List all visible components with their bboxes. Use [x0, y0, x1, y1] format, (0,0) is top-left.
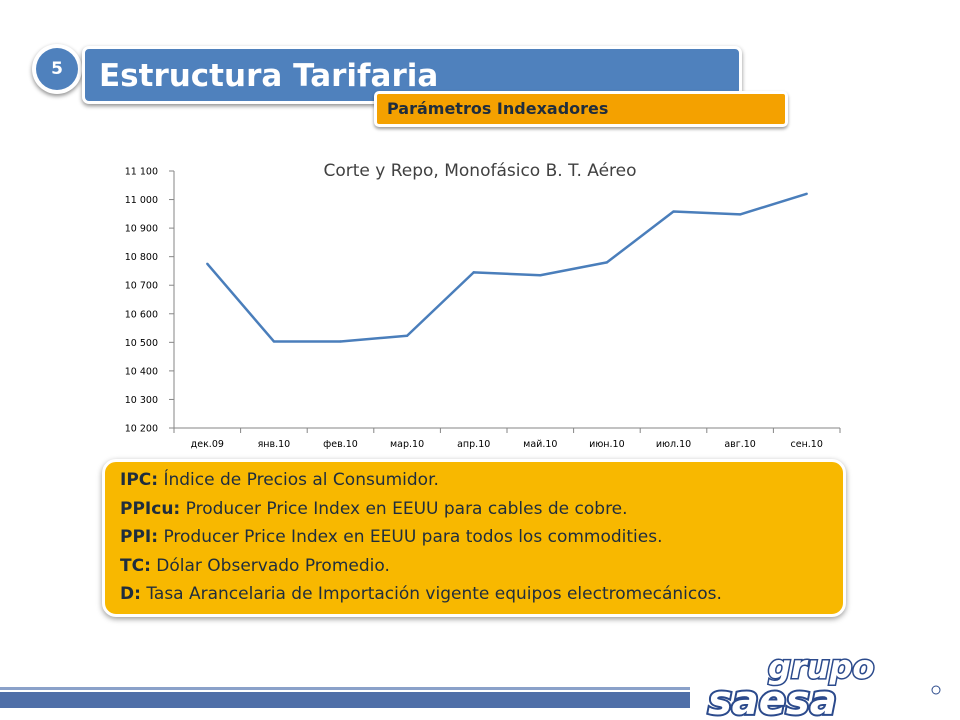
- definition-term: PPIcu:: [120, 498, 181, 519]
- grupo-saesa-logo: grupo saesa: [706, 650, 941, 720]
- y-tick-labels: 10 200 10 300 10 400 10 500 10 600 10 700 10 8…: [125, 167, 158, 435]
- data-point: [805, 192, 808, 196]
- definition-term: D:: [120, 584, 141, 604]
- y-tick-label: 10 800: [125, 252, 158, 263]
- y-tick-label: 10 400: [125, 366, 158, 377]
- x-tick-label: май.10: [523, 439, 557, 450]
- definition-term: TC:: [120, 555, 151, 576]
- definition-line: PPIcu: Producer Price Index en EEUU para…: [120, 499, 628, 519]
- x-tick-label: мар.10: [390, 439, 424, 450]
- x-tick-label: июн.10: [589, 439, 625, 450]
- y-tick-label: 10 200: [125, 424, 158, 435]
- definition-text: Producer Price Index en EEUU para todos …: [158, 527, 663, 547]
- chart-title: Corte y Repo, Monofásico B. T. Aéreo: [323, 161, 636, 181]
- data-point: [605, 261, 609, 264]
- y-tick-label: 11 000: [125, 195, 158, 206]
- svg-text:grupo: grupo: [768, 650, 874, 686]
- page-title: Estructura Tarifaria: [99, 58, 439, 94]
- series-line: [206, 192, 808, 343]
- data-point: [339, 340, 342, 343]
- definition-text: Índice de Precios al Consumidor.: [158, 470, 439, 490]
- data-point: [472, 271, 475, 274]
- data-point: [672, 210, 675, 213]
- data-point: [272, 340, 276, 343]
- x-tick-label: авг.10: [724, 439, 756, 450]
- definition-term: PPI:: [120, 527, 159, 547]
- x-tick-label: июл.10: [656, 439, 691, 450]
- y-tick-label: 10 600: [125, 309, 158, 320]
- slide-number-badge: 5: [32, 44, 82, 94]
- y-tick-label: 10 700: [125, 281, 158, 292]
- data-point: [206, 262, 209, 266]
- x-tick-label: фев.10: [323, 439, 358, 450]
- y-tick-label: 10 500: [125, 338, 158, 349]
- y-tick-label: 10 900: [125, 224, 158, 235]
- definition-line: PPI: Producer Price Index en EEUU para t…: [120, 527, 663, 547]
- page-subtitle: Parámetros Indexadores: [387, 99, 609, 118]
- subtitle-bar: Parámetros Indexadores: [374, 91, 788, 127]
- definition-text: Dólar Observado Promedio.: [150, 555, 390, 576]
- definition-line: TC: Dólar Observado Promedio.: [120, 556, 390, 576]
- definition-line: D: Tasa Arancelaria de Importación vigen…: [120, 584, 722, 604]
- definition-line: IPC: Índice de Precios al Consumidor.: [120, 470, 439, 490]
- definition-text: Tasa Arancelaria de Importación vigente …: [140, 584, 722, 604]
- x-tick-label: дек.09: [191, 439, 224, 450]
- data-point: [539, 274, 542, 277]
- y-tick-label: 11 100: [125, 167, 158, 178]
- x-tick-label: апр.10: [457, 439, 490, 450]
- data-point: [738, 213, 742, 216]
- x-tick-label: сен.10: [791, 439, 823, 450]
- chart-axes: [169, 170, 841, 433]
- x-tick-label: янв.10: [258, 439, 291, 450]
- y-tick-label: 10 300: [125, 395, 158, 406]
- definitions-box: IPC: Índice de Precios al Consumidor. PPI…: [102, 459, 846, 617]
- chart-series: [206, 192, 808, 343]
- footer-band: [0, 692, 690, 708]
- slide-number: 5: [36, 48, 78, 90]
- svg-text:saesa: saesa: [708, 678, 837, 720]
- definition-text: Producer Price Index en EEUU para cables…: [180, 498, 628, 519]
- x-tick-labels: дек.09 янв.10 фев.10 мар.10 апр.10 май.10 июн.…: [191, 439, 823, 450]
- footer-band-accent: [0, 687, 690, 690]
- definition-term: IPC:: [120, 470, 159, 490]
- data-point: [405, 334, 409, 337]
